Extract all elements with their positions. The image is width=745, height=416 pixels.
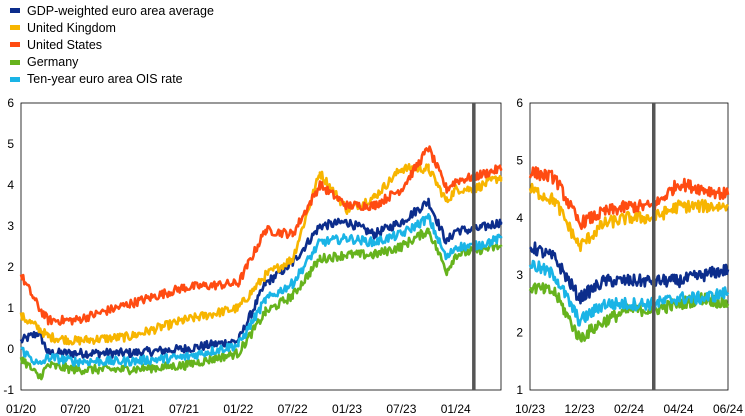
legend-swatch-gdp-weighted	[10, 8, 20, 14]
legend-swatch-united-kingdom	[10, 25, 20, 31]
x-tick-label: 01/21	[115, 402, 145, 416]
x-tick-label: 01/23	[332, 402, 362, 416]
series-line-united-states	[528, 166, 730, 231]
x-tick-label: 07/20	[60, 402, 90, 416]
legend-label-united-states: United States	[27, 37, 103, 52]
legend-label-ois-rate: Ten-year euro area OIS rate	[27, 72, 183, 87]
y-tick-label: 5	[516, 153, 523, 167]
series-line-gdp-weighted-euro-area-average	[19, 197, 503, 359]
legend-label-gdp-weighted: GDP-weighted euro area average	[27, 3, 214, 18]
y-tick-label: 4	[516, 211, 523, 225]
chart-legend: GDP-weighted euro area average United Ki…	[10, 2, 214, 88]
legend-swatch-germany	[10, 59, 20, 65]
y-tick-label: 2	[7, 260, 14, 274]
x-tick-label: 04/24	[663, 402, 693, 416]
x-tick-label: 10/23	[515, 402, 545, 416]
y-tick-label: 3	[516, 268, 523, 282]
legend-swatch-ois-rate	[10, 76, 20, 82]
y-tick-label: 0	[7, 342, 14, 356]
x-tick-label: 12/23	[564, 402, 594, 416]
series-line-gdp-weighted-euro-area-average	[529, 241, 730, 305]
series-line-united-kingdom	[19, 163, 503, 346]
series-line-united-kingdom	[528, 182, 729, 253]
legend-label-germany: Germany	[27, 55, 79, 70]
y-tick-label: 5	[7, 137, 14, 151]
series-line-united-states	[19, 145, 503, 326]
legend-item-germany: Germany	[10, 54, 214, 71]
series-line-germany	[19, 227, 503, 381]
legend-item-united-kingdom: United Kingdom	[10, 19, 214, 36]
x-tick-label: 06/24	[713, 402, 743, 416]
x-tick-label: 07/21	[169, 402, 199, 416]
legend-swatch-united-states	[10, 42, 20, 48]
y-tick-label: 1	[516, 383, 523, 397]
x-tick-label: 07/23	[386, 402, 416, 416]
x-tick-label: 01/24	[441, 402, 471, 416]
y-tick-label: 2	[516, 326, 523, 340]
x-tick-label: 01/20	[6, 402, 36, 416]
x-tick-label: 07/22	[278, 402, 308, 416]
y-tick-label: 1	[7, 301, 14, 315]
x-tick-label: 02/24	[614, 402, 644, 416]
y-tick-label: 6	[7, 96, 14, 110]
series-line-ten-year-euro-area-ois-rate	[20, 213, 503, 368]
x-tick-label: 01/22	[223, 402, 253, 416]
y-tick-label: 4	[7, 178, 14, 192]
legend-label-united-kingdom: United Kingdom	[27, 20, 116, 35]
legend-item-gdp-weighted: GDP-weighted euro area average	[10, 2, 214, 19]
y-tick-label: 3	[7, 219, 14, 233]
legend-item-united-states: United States	[10, 36, 214, 53]
plot-frame-2	[529, 102, 729, 391]
y-tick-label: -1	[3, 383, 14, 397]
y-tick-label: 6	[516, 96, 523, 110]
legend-item-ois-rate: Ten-year euro area OIS rate	[10, 71, 214, 88]
series-line-ten-year-euro-area-ois-rate	[528, 259, 730, 327]
